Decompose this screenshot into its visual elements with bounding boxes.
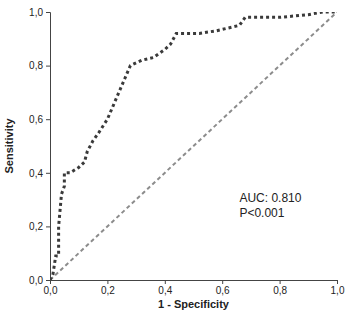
x-tick: 0,6 bbox=[216, 280, 230, 296]
y-tick-label: 0,0 bbox=[29, 275, 43, 286]
y-tick: 1,0 bbox=[29, 7, 50, 18]
y-axis-title: Sensitivity bbox=[3, 118, 15, 174]
x-axis-line bbox=[51, 281, 338, 285]
series-group bbox=[50, 12, 337, 280]
plot-area: 0,0 0,2 0,4 0,6 0,8 1,0 0,0 0,2 0,4 0,6 0,8 1,0 AUC:… bbox=[29, 7, 345, 296]
y-tick: 0,0 bbox=[29, 275, 50, 286]
roc-curve bbox=[50, 12, 337, 280]
x-tick-mark bbox=[337, 280, 338, 284]
x-tick-mark bbox=[222, 280, 223, 284]
y-tick-mark bbox=[46, 66, 50, 67]
x-tick: 0,0 bbox=[44, 280, 58, 296]
y-axis: 0,0 0,2 0,4 0,6 0,8 1,0 bbox=[29, 7, 50, 286]
x-tick-label: 0,6 bbox=[216, 285, 230, 296]
y-tick-mark bbox=[46, 12, 50, 13]
x-tick-mark bbox=[280, 280, 281, 284]
x-tick: 1,0 bbox=[331, 280, 345, 296]
x-axis: 0,0 0,2 0,4 0,6 0,8 1,0 bbox=[44, 280, 345, 296]
reference-line bbox=[50, 12, 337, 280]
y-tick-mark bbox=[46, 173, 50, 174]
x-tick-label: 0,4 bbox=[158, 285, 172, 296]
annotation: AUC: 0.810 bbox=[239, 191, 301, 205]
x-tick-mark bbox=[107, 280, 108, 284]
x-axis-title: 1 - Specificity bbox=[158, 298, 230, 310]
y-tick-mark bbox=[46, 119, 50, 120]
x-tick-mark bbox=[165, 280, 166, 284]
annotation: P<0.001 bbox=[239, 206, 284, 220]
chart: 0,0 0,2 0,4 0,6 0,8 1,0 0,0 0,2 0,4 0,6 0,8 1,0 AUC:… bbox=[0, 0, 350, 311]
y-tick-label: 0,4 bbox=[29, 168, 43, 179]
y-tick-label: 0,2 bbox=[29, 221, 43, 232]
y-axis-line bbox=[46, 13, 51, 281]
x-tick-label: 0,8 bbox=[273, 285, 287, 296]
y-tick: 0,6 bbox=[29, 114, 50, 125]
y-tick-label: 1,0 bbox=[29, 7, 43, 18]
x-tick: 0,2 bbox=[101, 280, 115, 296]
y-tick-label: 0,6 bbox=[29, 114, 43, 125]
y-tick-mark bbox=[46, 280, 50, 281]
y-tick: 0,2 bbox=[29, 221, 50, 232]
y-tick-label: 0,8 bbox=[29, 60, 43, 71]
y-tick: 0,4 bbox=[29, 168, 50, 179]
y-tick: 0,8 bbox=[29, 60, 50, 71]
x-tick-label: 0,0 bbox=[44, 285, 58, 296]
x-tick-label: 1,0 bbox=[331, 285, 345, 296]
x-tick: 0,4 bbox=[158, 280, 172, 296]
x-tick: 0,8 bbox=[273, 280, 287, 296]
y-tick-mark bbox=[46, 226, 50, 227]
x-tick-label: 0,2 bbox=[101, 285, 115, 296]
